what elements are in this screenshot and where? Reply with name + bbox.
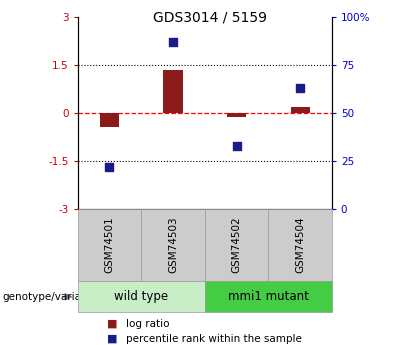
Text: ■: ■ [107, 334, 118, 344]
Point [170, 39, 176, 45]
Text: genotype/variation: genotype/variation [2, 292, 101, 302]
Text: mmi1 mutant: mmi1 mutant [228, 290, 309, 303]
Bar [163, 70, 183, 113]
Text: GDS3014 / 5159: GDS3014 / 5159 [153, 10, 267, 24]
Bar [227, 113, 246, 117]
Text: GSM74503: GSM74503 [168, 217, 178, 273]
Point [233, 143, 240, 148]
Bar [100, 113, 119, 127]
Text: GSM74504: GSM74504 [295, 217, 305, 273]
Text: percentile rank within the sample: percentile rank within the sample [126, 334, 302, 344]
Point [297, 85, 303, 91]
Point [106, 164, 113, 169]
Text: GSM74502: GSM74502 [231, 217, 241, 273]
Text: GSM74501: GSM74501 [105, 217, 115, 273]
Bar [291, 107, 310, 113]
Text: wild type: wild type [114, 290, 168, 303]
Text: log ratio: log ratio [126, 319, 170, 328]
Text: ■: ■ [107, 319, 118, 328]
